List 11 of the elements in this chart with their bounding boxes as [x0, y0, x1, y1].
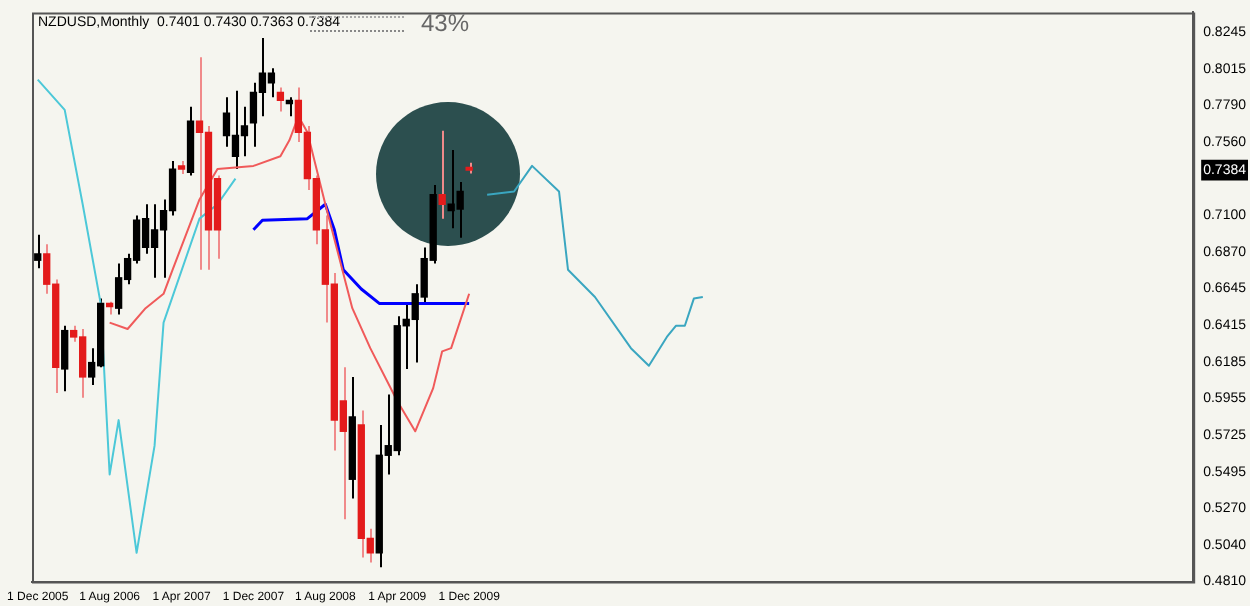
candlestick	[141, 203, 150, 255]
candlestick	[231, 89, 240, 171]
candlestick	[438, 129, 446, 220]
candlestick	[195, 56, 204, 271]
candlestick	[267, 67, 276, 99]
candlestick	[150, 203, 159, 279]
candlestick	[34, 233, 42, 270]
annotation: 43%	[421, 9, 470, 38]
candlestick	[61, 324, 69, 393]
candlestick	[114, 262, 123, 316]
candlestick	[276, 86, 285, 113]
